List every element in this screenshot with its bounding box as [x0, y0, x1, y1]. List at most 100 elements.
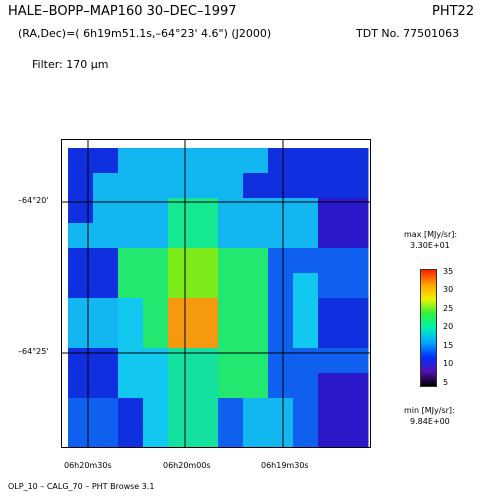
- flux-pixel: [218, 323, 244, 349]
- colorbar-tick-label: 15: [443, 340, 454, 350]
- flux-pixel: [93, 273, 119, 299]
- flux-pixel: [243, 298, 269, 324]
- coordinates-label: (RA,Dec)=( 6h19m51.1s,–64°23' 4.6") (J20…: [18, 27, 272, 40]
- flux-pixel: [118, 423, 144, 447]
- flux-pixel: [218, 298, 244, 324]
- flux-pixel: [193, 398, 219, 424]
- flux-pixel: [293, 273, 319, 299]
- flux-pixel: [293, 223, 319, 249]
- flux-pixel: [93, 148, 119, 174]
- flux-pixel: [118, 373, 144, 399]
- colorbar-tick-label: 30: [443, 285, 454, 295]
- flux-pixel: [243, 323, 269, 349]
- sky-map-svg: [62, 140, 370, 447]
- flux-pixel: [143, 223, 169, 249]
- flux-pixel: [168, 423, 194, 447]
- coordinate-grid: [62, 140, 370, 447]
- flux-pixel: [318, 423, 344, 447]
- flux-pixel: [293, 398, 319, 424]
- flux-pixel: [193, 348, 219, 374]
- flux-pixel: [318, 323, 344, 349]
- flux-pixel: [168, 373, 194, 399]
- flux-pixel: [268, 223, 294, 249]
- flux-pixel: [68, 223, 94, 249]
- flux-pixel: [93, 323, 119, 349]
- flux-pixels: [68, 148, 369, 447]
- flux-pixel: [243, 148, 269, 174]
- instrument-label: PHT22: [432, 4, 475, 19]
- flux-pixel: [143, 423, 169, 447]
- flux-pixel: [93, 373, 119, 399]
- flux-pixel: [343, 248, 369, 274]
- colorbar-tick-label: 25: [443, 303, 454, 313]
- flux-pixel: [218, 173, 244, 199]
- flux-pixel: [218, 348, 244, 374]
- max-label: max [MJy/sr]:: [404, 230, 458, 239]
- flux-pixel: [118, 248, 144, 274]
- flux-pixel: [143, 348, 169, 374]
- flux-pixel: [143, 173, 169, 199]
- flux-pixel: [193, 223, 219, 249]
- flux-pixel: [168, 248, 194, 274]
- flux-pixel: [318, 248, 344, 274]
- max-value: 3.30E+01: [410, 241, 450, 250]
- map-title: HALE–BOPP–MAP160 30–DEC–1997: [8, 4, 237, 19]
- flux-pixel: [343, 298, 369, 324]
- flux-pixel: [243, 423, 269, 447]
- footer-label: OLP_10 – CALG_70 – PHT Browse 3.1: [8, 482, 155, 491]
- flux-pixel: [193, 323, 219, 349]
- ra-label-1: 06h20m30s: [64, 461, 112, 470]
- flux-pixel: [68, 248, 94, 274]
- flux-pixel: [293, 423, 319, 447]
- flux-pixel: [93, 398, 119, 424]
- flux-pixel: [293, 248, 319, 274]
- flux-pixel: [193, 373, 219, 399]
- colorbar-tick-label: 5: [443, 377, 449, 387]
- tdt-label: TDT No. 77501063: [356, 27, 460, 40]
- flux-pixel: [243, 373, 269, 399]
- flux-pixel: [118, 298, 144, 324]
- flux-pixel: [243, 398, 269, 424]
- flux-pixel: [143, 323, 169, 349]
- flux-pixel: [93, 248, 119, 274]
- filter-label: Filter: 170 μm: [32, 58, 109, 71]
- sky-map: [61, 139, 371, 448]
- flux-pixel: [143, 373, 169, 399]
- flux-pixel: [268, 273, 294, 299]
- flux-pixel: [118, 148, 144, 174]
- flux-pixel: [93, 423, 119, 447]
- flux-pixel: [118, 348, 144, 374]
- flux-pixel: [343, 223, 369, 249]
- flux-pixel: [118, 398, 144, 424]
- flux-pixel: [68, 423, 94, 447]
- min-value: 9.84E+00: [410, 417, 450, 426]
- flux-pixel: [343, 173, 369, 199]
- flux-pixel: [93, 298, 119, 324]
- flux-pixel: [293, 173, 319, 199]
- dec-label-1: –64°20': [18, 196, 49, 205]
- flux-pixel: [118, 223, 144, 249]
- flux-pixel: [318, 348, 344, 374]
- flux-pixel: [293, 298, 319, 324]
- flux-pixel: [243, 223, 269, 249]
- flux-pixel: [293, 148, 319, 174]
- flux-pixel: [243, 348, 269, 374]
- flux-pixel: [293, 348, 319, 374]
- flux-pixel: [318, 298, 344, 324]
- flux-pixel: [168, 348, 194, 374]
- ra-label-3: 06h19m30s: [261, 461, 309, 470]
- flux-pixel: [193, 248, 219, 274]
- flux-pixel: [143, 298, 169, 324]
- flux-pixel: [93, 223, 119, 249]
- flux-pixel: [243, 173, 269, 199]
- flux-pixel: [318, 148, 344, 174]
- flux-pixel: [243, 273, 269, 299]
- flux-pixel: [343, 373, 369, 399]
- flux-pixel: [68, 373, 94, 399]
- min-label: min [MJy/sr]:: [404, 406, 455, 415]
- flux-pixel: [268, 398, 294, 424]
- colorbar: [420, 269, 437, 387]
- flux-pixel: [218, 423, 244, 447]
- flux-pixel: [318, 373, 344, 399]
- flux-pixel: [218, 148, 244, 174]
